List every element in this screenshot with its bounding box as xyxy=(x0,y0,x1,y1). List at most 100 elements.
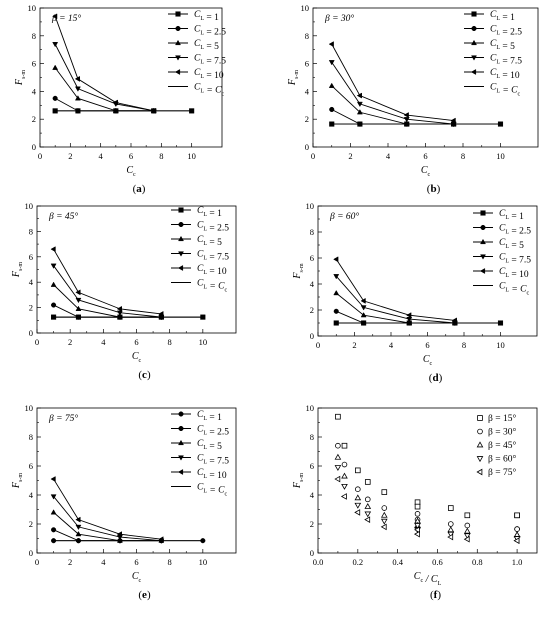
data-point xyxy=(340,493,347,500)
legend-marker xyxy=(178,251,184,257)
beta-annotation: β = 45° xyxy=(48,211,78,222)
x-tick-label: 8 xyxy=(168,337,172,347)
legend-label: CL = 2.5 xyxy=(490,25,522,38)
beta-annotation: β = 75° xyxy=(48,413,78,424)
y-axis-label: Fs-m xyxy=(14,70,27,86)
data-point xyxy=(356,101,363,108)
data-point xyxy=(329,106,335,113)
x-tick-label: 0.4 xyxy=(392,557,403,567)
series-3 xyxy=(334,453,521,538)
data-point xyxy=(341,472,348,479)
series-5 xyxy=(334,475,520,544)
series-4 xyxy=(328,60,457,128)
y-tick-label: 2 xyxy=(310,519,314,529)
x-tick-label: 10 xyxy=(187,151,196,161)
data-point xyxy=(52,95,58,101)
series-line xyxy=(54,16,154,112)
data-point xyxy=(403,112,409,118)
y-tick-label: 10 xyxy=(306,201,315,211)
x-tick-label: 10 xyxy=(496,340,505,350)
beta-annotation: β = 60° xyxy=(329,211,359,222)
y-tick-label: 6 xyxy=(32,59,36,69)
data-point xyxy=(75,297,82,304)
y-tick-label: 6 xyxy=(310,461,314,471)
data-point xyxy=(333,256,339,263)
x-tick-label: 4 xyxy=(101,337,106,347)
y-tick-label: 8 xyxy=(310,432,314,442)
legend-marker xyxy=(477,428,483,435)
legend-label: β = 75° xyxy=(488,467,516,478)
x-tick-label: 10 xyxy=(199,557,208,567)
series-5 xyxy=(328,41,456,124)
data-point xyxy=(116,305,123,312)
series-5 xyxy=(50,476,164,543)
data-point xyxy=(52,42,59,48)
legend-label: CL = 10 xyxy=(499,267,529,280)
x-tick-label: 0 xyxy=(38,151,42,161)
x-tick-label: 0.8 xyxy=(472,557,483,567)
legend-label: CL = Cc xyxy=(197,483,228,498)
data-point xyxy=(158,310,164,317)
y-axis-label: Fs-m xyxy=(292,473,305,489)
x-tick-label: 0 xyxy=(311,151,315,161)
y-tick-label: 10 xyxy=(25,403,34,413)
series-line xyxy=(54,43,154,112)
data-point xyxy=(364,496,371,503)
x-axis-label: Cc xyxy=(132,351,142,364)
y-tick-label: 0 xyxy=(305,142,309,152)
data-point xyxy=(364,479,371,485)
series-line xyxy=(53,496,162,542)
legend-label: CL = 2.5 xyxy=(499,224,531,237)
legend-marker xyxy=(470,69,477,75)
legend-label: CL = 7.5 xyxy=(499,253,531,266)
data-point xyxy=(406,317,413,323)
y-tick-label: 6 xyxy=(310,253,314,263)
data-point xyxy=(52,13,58,20)
series-3 xyxy=(50,281,165,320)
legend-label: CL = Cc xyxy=(490,83,521,98)
panel-label: (b) xyxy=(427,183,441,195)
legend-marker xyxy=(476,468,483,476)
y-tick-label: 0 xyxy=(29,328,33,338)
y-tick-label: 0 xyxy=(29,548,33,558)
legend-marker xyxy=(175,11,181,17)
data-point xyxy=(328,41,334,48)
legend-label: CL = 7.5 xyxy=(197,454,229,467)
legend-label: β = 60° xyxy=(488,454,516,465)
legend-label: CL = 1 xyxy=(197,410,222,423)
x-tick-label: 0 xyxy=(35,337,39,347)
legend-marker xyxy=(175,39,181,46)
legend: CL = 1 CL = 2.5CL = 5 CL = 7.5CL = 10 CL = … xyxy=(464,10,522,98)
legend-marker xyxy=(480,254,486,260)
legend: β = 15° β = 30° β = 45° β = 60° β = 75° xyxy=(476,413,516,478)
data-point xyxy=(514,526,520,532)
y-tick-label: 8 xyxy=(305,31,309,41)
data-point xyxy=(413,530,420,538)
data-point xyxy=(356,109,363,115)
series-line xyxy=(331,61,454,125)
data-point xyxy=(414,511,421,517)
series-line xyxy=(53,265,162,318)
data-point xyxy=(52,64,59,70)
y-tick-label: 2 xyxy=(29,303,33,313)
legend-marker xyxy=(178,425,184,432)
y-tick-label: 8 xyxy=(29,432,33,442)
x-tick-label: 4 xyxy=(389,340,394,350)
data-point xyxy=(334,465,342,472)
data-point xyxy=(354,509,361,516)
data-point xyxy=(328,82,335,88)
series-line xyxy=(54,67,154,112)
data-point xyxy=(341,483,348,490)
data-point xyxy=(328,60,335,66)
legend-label: CL = 10 xyxy=(490,68,520,81)
legend-marker xyxy=(476,456,484,463)
legend-label: CL = Cc xyxy=(194,83,225,98)
data-point xyxy=(50,281,57,287)
chart-panel-4: 0 2 4 6 8 10 0 2 4 6 8 10 Cc Fs-m β = 60° CL = 1 CL = 2.… xyxy=(292,201,538,384)
series-1 xyxy=(335,413,520,519)
data-point xyxy=(116,310,123,316)
legend-label: CL = 2.5 xyxy=(194,25,226,38)
legend-marker xyxy=(479,268,486,274)
x-tick-label: 6 xyxy=(134,557,138,567)
y-tick-label: 4 xyxy=(310,490,315,500)
